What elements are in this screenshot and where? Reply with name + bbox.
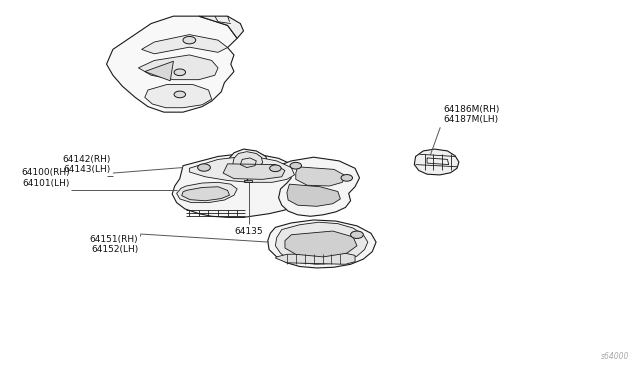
Polygon shape bbox=[182, 187, 230, 201]
Circle shape bbox=[341, 174, 353, 181]
Text: s64000: s64000 bbox=[601, 352, 629, 361]
Polygon shape bbox=[141, 35, 228, 54]
Polygon shape bbox=[287, 184, 340, 206]
Polygon shape bbox=[189, 156, 294, 182]
Text: 64151(RH)
64152(LH): 64151(RH) 64152(LH) bbox=[90, 235, 138, 254]
Polygon shape bbox=[275, 253, 355, 264]
Circle shape bbox=[290, 162, 301, 169]
Polygon shape bbox=[106, 16, 237, 112]
Circle shape bbox=[174, 69, 186, 76]
Polygon shape bbox=[268, 220, 376, 268]
Polygon shape bbox=[177, 182, 237, 203]
Circle shape bbox=[269, 165, 281, 171]
Polygon shape bbox=[138, 55, 218, 80]
Text: 64186M(RH)
64187M(LH): 64186M(RH) 64187M(LH) bbox=[443, 105, 499, 124]
Polygon shape bbox=[285, 231, 357, 257]
Polygon shape bbox=[223, 164, 285, 179]
Circle shape bbox=[174, 91, 186, 98]
Text: 64100(RH)
64101(LH): 64100(RH) 64101(LH) bbox=[22, 169, 70, 188]
Polygon shape bbox=[278, 157, 360, 216]
Polygon shape bbox=[414, 149, 459, 175]
Circle shape bbox=[198, 164, 211, 171]
Text: 64142(RH)
64143(LH): 64142(RH) 64143(LH) bbox=[63, 155, 111, 174]
Text: 64135: 64135 bbox=[234, 227, 263, 235]
Polygon shape bbox=[233, 152, 262, 170]
Polygon shape bbox=[275, 222, 368, 264]
Polygon shape bbox=[296, 167, 346, 186]
Polygon shape bbox=[228, 149, 268, 175]
Polygon shape bbox=[199, 16, 244, 38]
Polygon shape bbox=[145, 61, 173, 81]
Polygon shape bbox=[145, 84, 212, 108]
Circle shape bbox=[183, 36, 196, 44]
Circle shape bbox=[351, 231, 364, 238]
Polygon shape bbox=[172, 153, 300, 217]
